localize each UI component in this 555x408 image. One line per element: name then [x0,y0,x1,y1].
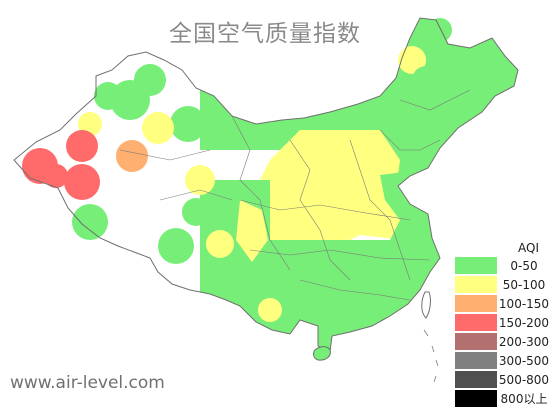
region-north-china [250,130,420,260]
aqi-blob-xinjiang-west [64,164,100,200]
aqi-blob-northeast [428,18,452,42]
aqi-blob-qinghai [185,165,215,195]
site-url: www.air-level.com [10,373,165,393]
aqi-blob-xinjiang-west [66,130,98,162]
legend-label: 800以上 [500,392,548,406]
legend-swatch [455,314,497,331]
legend-item: 150-200 [455,313,551,332]
legend-item: 0-50 [455,256,551,275]
aqi-blob-xinjiang-south [116,140,148,172]
aqi-blob-xinjiang-west [44,164,68,188]
legend-label: 200-300 [498,334,550,349]
legend-item: 500-800 [455,370,551,389]
legend-swatch [455,390,497,407]
legend-label: 0-50 [510,258,538,273]
aqi-blob-north-china [78,112,102,136]
legend-swatch [455,352,497,369]
aqi-blob-northeast [412,66,440,94]
aqi-blob-tibet [182,198,210,226]
aqi-blob-north-china [398,46,426,74]
legend-swatch [455,257,497,274]
legend-swatch [455,276,497,293]
aqi-blob-tibet [158,228,194,264]
province-borders [119,89,471,301]
legend-label: 100-150 [498,296,550,311]
legend-item: 800以上 [455,389,551,408]
aqi-legend: AQI 0-50 50-100 100-150 150-200 200-300 … [455,240,551,408]
hainan-island [313,346,331,361]
aqi-blob-qinghai [258,298,282,322]
legend-title: AQI [518,241,539,255]
legend-item: 100-150 [455,294,551,313]
legend-swatch [455,295,497,312]
aqi-blob-qinghai [206,230,234,258]
aqi-blob-north-china [142,112,174,144]
map-title: 全国空气质量指数 [169,21,361,47]
legend-label: 50-100 [502,277,546,292]
legend-item: 200-300 [455,332,551,351]
south-china-sea-dashes [423,329,439,383]
legend-swatch [455,371,497,388]
country-outline [13,17,519,353]
aqi-blob-tibet [72,204,108,240]
region-qinghai [236,200,268,262]
legend-label: 150-200 [498,315,550,330]
legend-swatch [455,333,497,350]
aqi-blob-xinjiang-north [170,106,206,142]
legend-label: 300-500 [498,353,550,368]
legend-item: 50-100 [455,275,551,294]
aqi-blob-xinjiang-north [134,64,166,96]
taiwan-island [421,291,431,319]
aqi-blob-xinjiang-north [94,82,122,110]
legend-label: 500-800 [498,372,550,387]
legend-item: 300-500 [455,351,551,370]
